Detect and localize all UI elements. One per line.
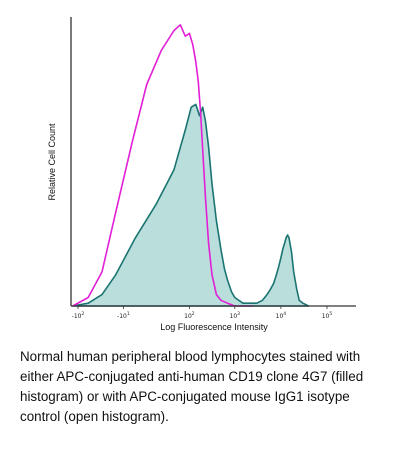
y-axis-label: Relative Cell Count xyxy=(47,123,57,201)
filled-histogram xyxy=(71,103,310,307)
histogram-chart: -102 -101 102 103 104 105 Log Fluorescence In… xyxy=(47,17,356,332)
open-histogram xyxy=(72,24,254,307)
x-tick-label: -101 xyxy=(117,311,130,320)
x-tick-label: 102 xyxy=(184,311,195,320)
x-tick-label: 104 xyxy=(276,311,287,320)
figure-caption: Normal human peripheral blood lymphocyte… xyxy=(20,349,364,424)
x-ticks: -102 -101 102 103 104 105 xyxy=(72,306,333,320)
x-axis-label: Log Fluorescence Intensity xyxy=(160,322,268,332)
x-tick-label: -102 xyxy=(72,311,85,320)
x-tick-label: 103 xyxy=(230,311,241,320)
series-layer xyxy=(71,24,310,307)
x-tick-label: 105 xyxy=(322,311,333,320)
